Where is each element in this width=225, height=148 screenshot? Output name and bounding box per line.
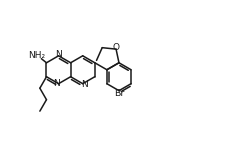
Text: N: N — [53, 79, 60, 88]
Text: NH₂: NH₂ — [28, 51, 45, 60]
Text: N: N — [80, 80, 87, 89]
Text: Br: Br — [113, 89, 124, 98]
Text: O: O — [112, 43, 119, 52]
Text: N: N — [55, 50, 62, 59]
